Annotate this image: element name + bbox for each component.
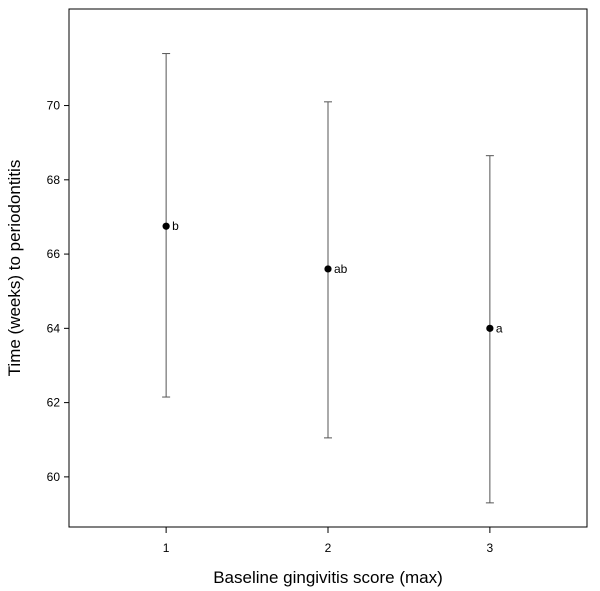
- data-point: [162, 222, 170, 230]
- data-point-label: b: [172, 219, 179, 233]
- data-point-label: a: [496, 321, 503, 335]
- y-tick-label: 68: [47, 173, 61, 187]
- y-axis-title: Time (weeks) to periodontitis: [5, 160, 24, 377]
- data-point: [324, 265, 332, 273]
- y-axis-ticks: 60 62 64 66 68 70: [47, 99, 69, 484]
- x-axis-ticks: 1 2 3: [163, 527, 494, 555]
- x-axis-title: Baseline gingivitis score (max): [213, 568, 443, 587]
- y-tick-label: 64: [47, 321, 61, 335]
- y-tick-label: 60: [47, 470, 61, 484]
- x-tick-label: 1: [163, 541, 170, 555]
- x-tick-label: 2: [325, 541, 332, 555]
- x-tick-label: 3: [487, 541, 494, 555]
- y-tick-label: 66: [47, 247, 61, 261]
- data-point-label: ab: [334, 262, 348, 276]
- y-tick-label: 62: [47, 396, 61, 410]
- y-tick-label: 70: [47, 99, 61, 113]
- data-points: b ab a: [162, 53, 503, 504]
- data-point: [486, 324, 494, 332]
